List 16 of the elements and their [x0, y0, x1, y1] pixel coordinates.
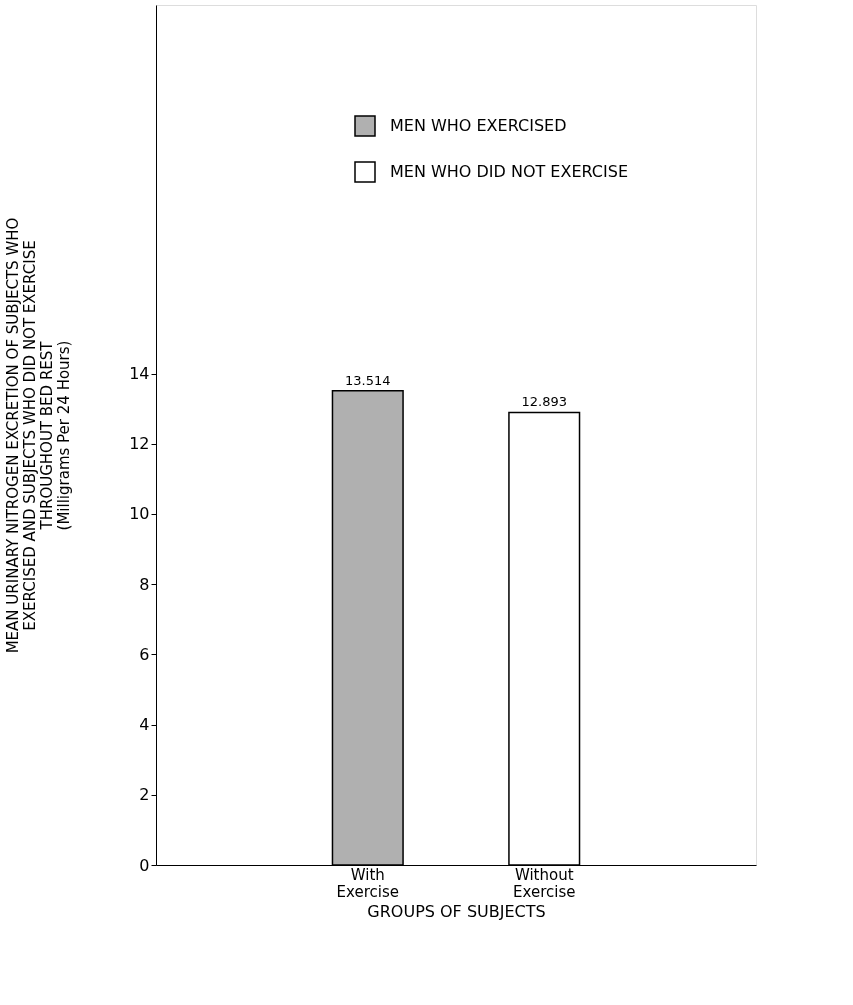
x-tick-label: With Exercise: [336, 865, 399, 901]
y-axis-title: MEAN URINARY NITROGEN EXCRETION OF SUBJECTS WHO EXERCISED AND SUBJECTS WHO DID NOT EXERCISE THROUGHOUT BED REST (Milligrams Per 24 Hours): [4, 217, 74, 654]
y-tick-label: 12: [129, 434, 150, 454]
y-tick-label: 8: [139, 574, 150, 594]
y-tick-label: 14: [129, 364, 150, 384]
x-tick-label: Without Exercise: [513, 865, 576, 901]
y-tick-label: 0: [139, 855, 150, 875]
y-tick-label: 2: [139, 785, 150, 805]
legend-label: MEN WHO EXERCISED: [390, 116, 567, 135]
y-tick-label: 10: [129, 504, 150, 524]
y-tick-label: 6: [139, 644, 150, 664]
legend-label: MEN WHO DID NOT EXERCISE: [390, 162, 629, 181]
data-label: 13.514: [345, 372, 391, 388]
data-label: 12.893: [521, 394, 567, 410]
y-tick-label: 4: [139, 715, 150, 735]
x-axis-title: GROUPS OF SUBJECTS: [367, 901, 546, 921]
